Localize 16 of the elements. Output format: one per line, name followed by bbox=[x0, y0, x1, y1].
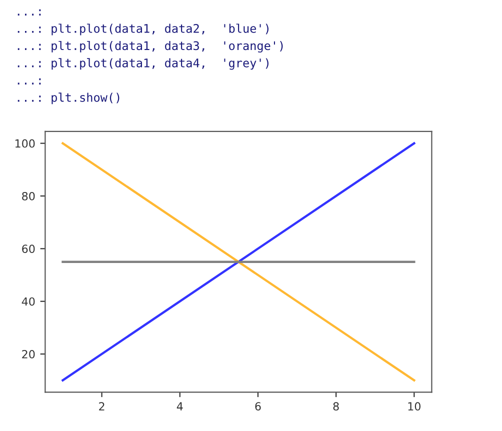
text: ...: bbox=[18, 78, 41, 84]
x-tick-label: 8 bbox=[333, 402, 339, 411]
text: ...: bbox=[18, 9, 41, 16]
y-tick-label: 100 bbox=[15, 139, 35, 148]
y-tick-label: 40 bbox=[22, 297, 35, 306]
y-tick-label: 80 bbox=[22, 192, 35, 200]
y-tick-label: 60 bbox=[22, 244, 35, 254]
x-tick-label: 4 bbox=[176, 402, 183, 410]
text: ...: plt.plot(data1, data4, 'grey') bbox=[18, 58, 268, 70]
text: ...: plt.show() bbox=[18, 92, 120, 104]
y-tick-label: 20 bbox=[22, 350, 35, 358]
text: ...: plt.plot(data1, data3, 'orange') bbox=[18, 40, 283, 53]
text: ...: plt.plot(data1, data2, 'blue') bbox=[18, 24, 268, 36]
x-tick-label: 6 bbox=[255, 402, 261, 411]
x-tick-label: 10 bbox=[408, 402, 420, 411]
x-tick-label: 2 bbox=[99, 402, 104, 410]
